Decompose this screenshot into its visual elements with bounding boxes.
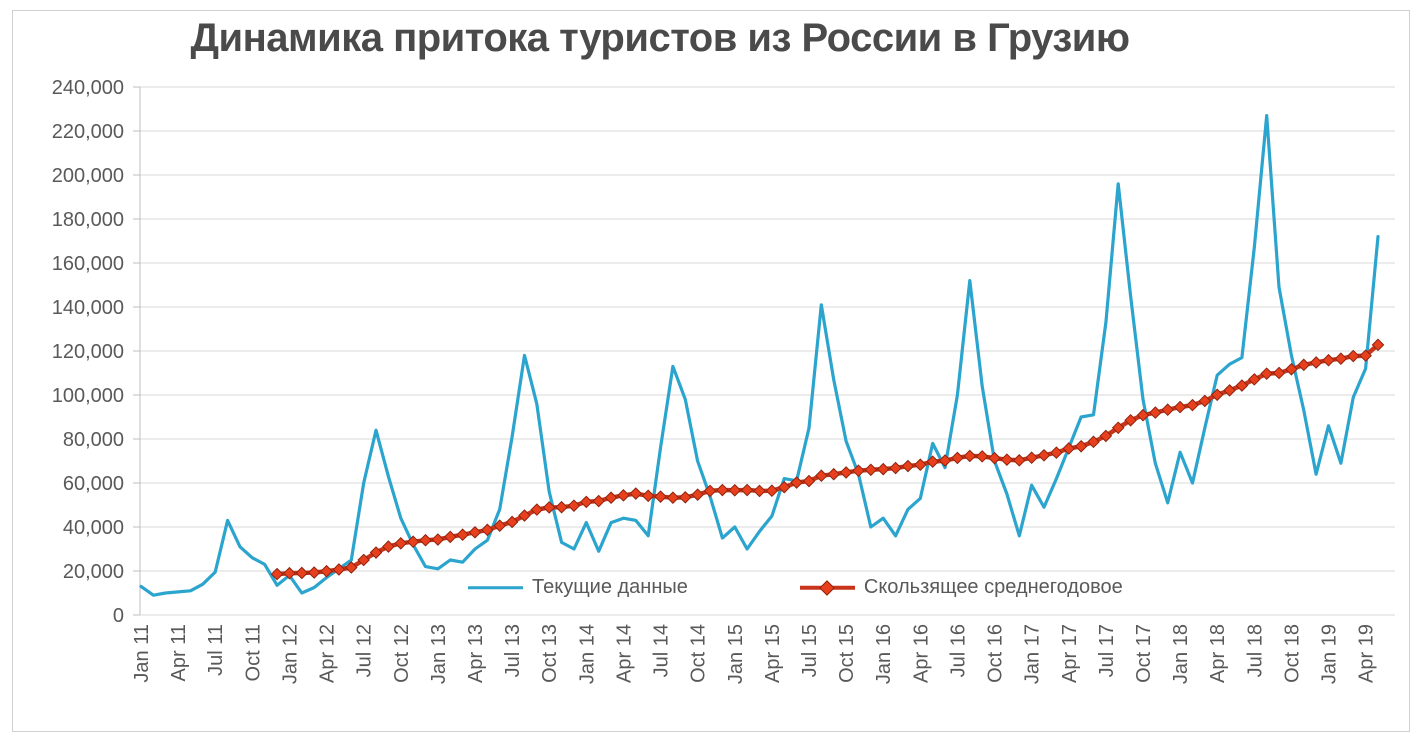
y-tick-label: 160,000 [52,253,124,275]
x-tick-label: Apr 17 [1059,624,1081,683]
x-tick-label: Jan 16 [873,624,895,684]
legend-label-current-data: Текущие данные [532,576,688,598]
x-tick-label: Apr 15 [762,624,784,683]
gridlines [133,86,1395,616]
legend-item-moving-average: Скользящее среднегодовое [799,576,1123,599]
x-tick-label: Oct 18 [1281,624,1303,683]
y-tick-label: 200,000 [52,165,124,187]
current-data-line-icon [468,582,523,594]
x-tick-label: Apr 19 [1356,624,1378,683]
x-tick-label: Jan 13 [428,624,450,684]
moving-average-line-icon [799,579,855,596]
x-tick-label: Jul 17 [1096,624,1118,677]
x-tick-label: Jul 15 [799,624,821,677]
y-tick-label: 60,000 [63,473,124,495]
legend: Текущие данные Скользящее среднегодовое [468,576,1123,599]
x-tick-label: Apr 16 [910,624,932,683]
y-tick-label: 240,000 [52,77,124,99]
legend-item-current-data: Текущие данные [468,576,688,599]
x-tick-label: Apr 14 [613,624,635,683]
y-axis-labels: 0 20,000 40,000 60,000 80,000 100,000 120,000 1… [52,77,124,627]
x-tick-label: Jan 12 [279,624,301,684]
y-tick-label: 120,000 [52,341,124,363]
x-tick-label: Jul 16 [947,624,969,677]
x-tick-label: Oct 14 [688,624,710,683]
y-tick-label: 0 [113,605,124,627]
x-tick-label: Apr 11 [168,624,190,681]
x-tick-label: Jul 18 [1244,624,1266,677]
x-tick-label: Jan 14 [576,624,598,684]
moving-average-markers [270,338,1385,581]
x-tick-label: Oct 13 [539,624,561,683]
x-tick-label: Apr 12 [317,624,339,683]
x-tick-label: Jul 12 [354,624,376,677]
y-tick-label: 80,000 [63,429,124,451]
x-tick-label: Jan 18 [1170,624,1192,684]
chart-frame [12,10,1410,732]
current-data-line [139,113,1380,597]
x-tick-label: Jan 19 [1319,624,1341,684]
x-tick-label: Apr 13 [465,624,487,683]
legend-label-moving-average: Скользящее среднегодовое [863,576,1123,598]
y-tick-label: 100,000 [52,385,124,407]
x-tick-label: Oct 16 [985,624,1007,683]
x-axis-labels: Jan 11 Apr 11 Jul 11 Oct 11 Jan 12 Apr 12 Jul … [131,624,1378,684]
x-tick-label: Oct 12 [391,624,413,683]
y-tick-label: 40,000 [63,517,124,539]
x-tick-label: Oct 15 [836,624,858,683]
y-tick-label: 220,000 [52,121,124,143]
y-tick-label: 180,000 [52,209,124,231]
x-tick-label: Oct 17 [1133,624,1155,683]
y-tick-label: 140,000 [52,297,124,319]
chart-title: Динамика притока туристов из России в Гр… [190,16,1130,60]
x-tick-label: Jan 17 [1022,624,1044,684]
y-tick-label: 20,000 [63,561,124,583]
x-tick-label: Jan 11 [131,624,153,683]
x-tick-label: Jul 13 [502,624,524,677]
x-tick-label: Apr 18 [1207,624,1229,683]
x-tick-label: Jan 15 [725,624,747,684]
x-tick-label: Jul 14 [651,624,673,677]
x-tick-label: Oct 11 [242,624,264,681]
x-tick-label: Jul 11 [205,624,227,676]
